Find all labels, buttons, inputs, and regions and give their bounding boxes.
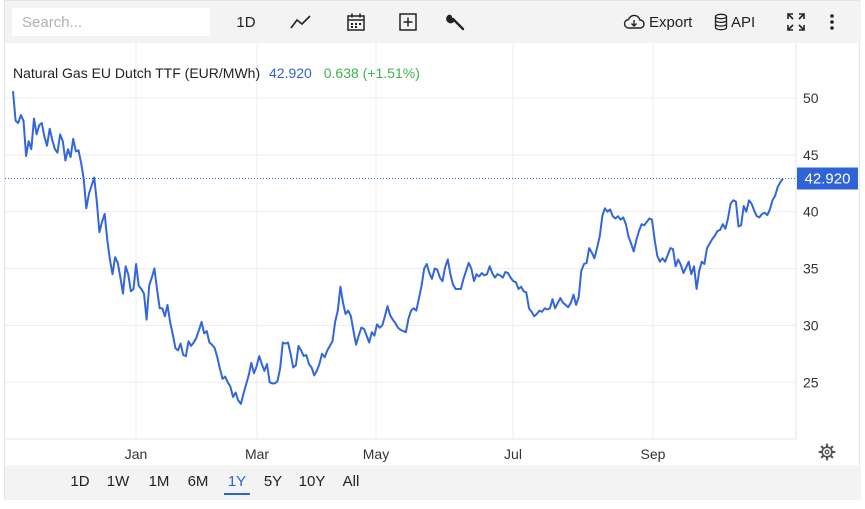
database-icon <box>714 13 728 31</box>
gear-icon <box>818 443 836 461</box>
line-chart-icon <box>290 14 312 30</box>
chart-widget: 1D <box>4 0 861 500</box>
x-axis: Jan Mar May Jul Sep <box>125 446 666 462</box>
export-label: Export <box>649 13 693 31</box>
toolbar: 1D <box>5 1 861 43</box>
legend-change: 0.638 (+1.51%) <box>324 65 420 81</box>
more-vertical-icon <box>829 13 835 31</box>
range-button-1y[interactable]: 1Y <box>224 473 250 495</box>
range-button-10y[interactable]: 10Y <box>298 473 326 490</box>
add-indicator-button[interactable] <box>394 7 422 37</box>
range-button-1m[interactable]: 1M <box>148 473 170 490</box>
price-series-line <box>12 91 784 405</box>
calendar-button[interactable] <box>342 7 370 37</box>
range-button-all[interactable]: All <box>342 473 360 490</box>
range-selector: 1D 1W 1M 6M 1Y 5Y 10Y All <box>5 465 861 500</box>
wrench-icon <box>446 12 466 32</box>
api-label: API <box>731 13 756 31</box>
fullscreen-button[interactable] <box>783 7 809 37</box>
y-tick-label: 35 <box>803 261 819 277</box>
range-button-5y[interactable]: 5Y <box>263 473 283 490</box>
y-tick-label: 50 <box>803 90 819 106</box>
chart-legend: Natural Gas EU Dutch TTF (EUR/MWh) 42.92… <box>13 65 420 81</box>
x-tick-label: Mar <box>245 446 269 462</box>
tools-button[interactable] <box>442 7 470 37</box>
x-tick-label: Jul <box>504 446 522 462</box>
x-tick-label: May <box>363 446 389 462</box>
grid-lines <box>5 43 796 439</box>
y-axis: 25 30 35 40 45 50 <box>803 90 819 390</box>
legend-name: Natural Gas EU Dutch TTF (EUR/MWh) <box>13 65 260 81</box>
plus-square-icon <box>398 12 418 32</box>
more-menu-button[interactable] <box>824 7 840 37</box>
chart-type-button[interactable] <box>286 7 316 37</box>
price-badge: 42.920 <box>797 167 858 190</box>
interval-label: 1D <box>236 13 256 31</box>
y-tick-label: 40 <box>803 204 819 220</box>
interval-button[interactable]: 1D <box>227 7 265 37</box>
chart-settings-button[interactable] <box>818 443 836 461</box>
range-button-6m[interactable]: 6M <box>187 473 209 490</box>
range-button-1d[interactable]: 1D <box>70 473 90 490</box>
y-tick-label: 30 <box>803 317 819 333</box>
api-button[interactable]: API <box>714 7 764 37</box>
range-button-1w[interactable]: 1W <box>106 473 130 490</box>
chart-area[interactable]: 25 30 35 40 45 50 Jan Mar May Jul Sep Natural Gas… <box>5 43 861 465</box>
x-tick-label: Jan <box>125 446 148 462</box>
legend-price: 42.920 <box>269 65 312 81</box>
y-tick-label: 25 <box>803 374 819 390</box>
fullscreen-icon <box>786 12 806 32</box>
price-badge-label: 42.920 <box>805 170 851 187</box>
x-tick-label: Sep <box>641 446 666 462</box>
y-tick-label: 45 <box>803 147 819 163</box>
export-button[interactable]: Export <box>623 7 697 37</box>
cloud-download-icon <box>623 14 645 30</box>
calendar-icon <box>346 12 366 32</box>
search-input[interactable] <box>12 8 210 36</box>
price-chart[interactable]: 25 30 35 40 45 50 Jan Mar May Jul Sep Natural Gas… <box>5 43 861 465</box>
